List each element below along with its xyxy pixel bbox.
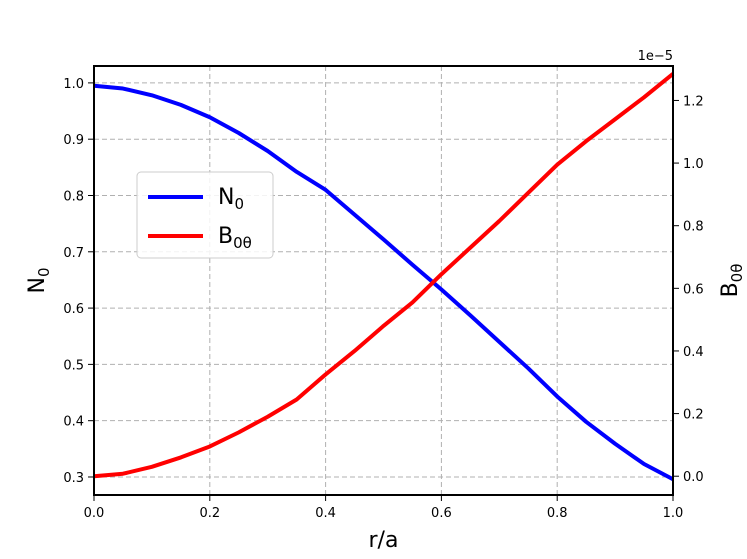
tick-labels: 0.0 0.2 0.4 0.6 0.8 1.0 0.3 0.4 0.5 0.6 0.7 0.8 0.9 1…: [63, 77, 703, 521]
y-right-tick-label: 0.8: [683, 220, 704, 235]
tick-marks: [88, 82, 679, 501]
y-right-tick-label: 1.0: [683, 157, 704, 172]
y-left-tick-label: 0.3: [63, 471, 84, 486]
y-left-tick-label: 0.8: [63, 189, 84, 204]
legend-label-n0-sub: 0: [234, 195, 244, 213]
x-axis-label: r/a: [369, 528, 399, 553]
legend-label-n0: N0: [218, 185, 244, 213]
right-axis-offset-label: 1e−5: [638, 49, 673, 64]
y-right-axis-label-sub: 0θ: [728, 264, 746, 283]
y-right-tick-label: 0.4: [683, 345, 704, 360]
y-right-tick-label: 0.2: [683, 408, 704, 423]
x-tick-label: 0.6: [431, 506, 452, 521]
x-tick-label: 0.4: [315, 506, 336, 521]
y-left-tick-label: 0.4: [63, 415, 84, 430]
legend: N0 B0θ: [136, 171, 274, 259]
y-right-tick-label: 0.0: [683, 470, 704, 485]
y-left-axis-label-sub: 0: [35, 267, 53, 277]
y-right-axis-label: B0θ: [718, 264, 746, 298]
series-layer: [93, 72, 675, 482]
y-right-tick-label: 1.2: [683, 94, 704, 109]
series-line-b0theta: [93, 72, 675, 479]
x-tick-label: 1.0: [663, 506, 684, 521]
x-axis-label-text: r/a: [369, 528, 399, 553]
y-left-axis-label-main: N: [25, 277, 50, 293]
legend-label-b0theta: B0θ: [218, 224, 252, 252]
y-left-tick-label: 0.7: [63, 246, 84, 261]
y-left-tick-label: 0.9: [63, 133, 84, 148]
legend-label-n0-main: N: [218, 185, 234, 210]
y-left-tick-label: 0.6: [63, 302, 84, 317]
plot-frame: [93, 65, 674, 496]
legend-label-b0theta-sub: 0θ: [233, 234, 252, 252]
x-tick-label: 0.2: [199, 506, 220, 521]
y-left-tick-label: 0.5: [63, 358, 84, 373]
legend-box: [136, 171, 274, 259]
y-right-axis-label-main: B: [718, 282, 743, 297]
x-tick-label: 0.0: [84, 506, 105, 521]
y-right-tick-label: 0.6: [683, 282, 704, 297]
y-left-tick-label: 1.0: [63, 77, 84, 92]
y-left-axis-label: N0: [25, 267, 53, 293]
series-line-n0: [93, 83, 674, 482]
grid-lines: [93, 66, 674, 495]
legend-label-b0theta-main: B: [218, 224, 233, 249]
x-tick-label: 0.8: [547, 506, 568, 521]
